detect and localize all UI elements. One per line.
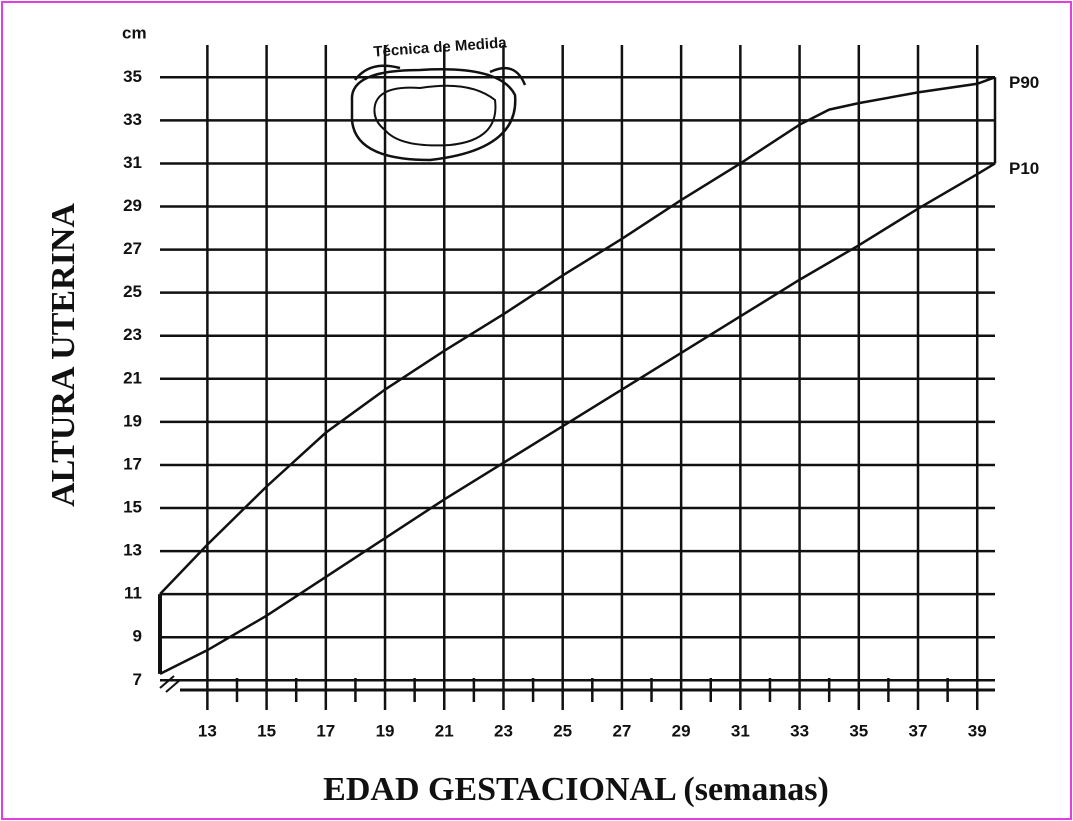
belly-outline — [350, 68, 517, 162]
x-tick-label: 19 — [376, 721, 395, 740]
y-tick-label: 25 — [123, 282, 142, 301]
y-tick-label: 11 — [124, 584, 142, 603]
x-tick-label: 37 — [909, 721, 928, 740]
x-tick-label: 31 — [731, 721, 750, 740]
x-tick-label: 25 — [553, 721, 572, 740]
x-tick-label: 17 — [316, 721, 335, 740]
axis-break — [165, 679, 181, 693]
series-line — [159, 162, 996, 675]
x-tick-label: 15 — [257, 721, 276, 740]
y-tick-label: 13 — [123, 541, 142, 560]
y-tick-label: 9 — [133, 627, 142, 646]
x-tick-label: 27 — [612, 721, 631, 740]
y-tick-label: 23 — [123, 325, 142, 344]
y-tick-label: 29 — [123, 196, 142, 215]
y-tick-label: 7 — [133, 670, 142, 689]
x-tick-label: 39 — [968, 721, 987, 740]
x-tick-label: 33 — [790, 721, 809, 740]
y-tick-label: 35 — [123, 67, 142, 86]
y-tick-label: 27 — [123, 239, 142, 258]
x-tick-label: 35 — [849, 721, 868, 740]
y-unit: cm — [122, 23, 147, 42]
y-tick-label: 19 — [123, 411, 142, 430]
y-tick-label: 21 — [123, 368, 142, 387]
x-tick-label: 21 — [435, 721, 454, 740]
x-tick-label: 23 — [494, 721, 513, 740]
series-line — [159, 76, 996, 596]
x-tick-label: 29 — [672, 721, 691, 740]
y-tick-label: 31 — [123, 153, 142, 172]
y-tick-label: 17 — [123, 454, 142, 473]
legend-label: P90 — [1009, 73, 1039, 92]
x-tick-label: 13 — [198, 721, 217, 740]
x-axis-title: EDAD GESTACIONAL (semanas) — [323, 771, 829, 808]
y-tick-label: 33 — [123, 110, 142, 129]
axis-break — [159, 675, 175, 689]
y-tick-label: 15 — [123, 498, 142, 517]
y-axis-title: ALTURA UTERINA — [45, 203, 82, 507]
legend-label: P10 — [1009, 159, 1039, 178]
